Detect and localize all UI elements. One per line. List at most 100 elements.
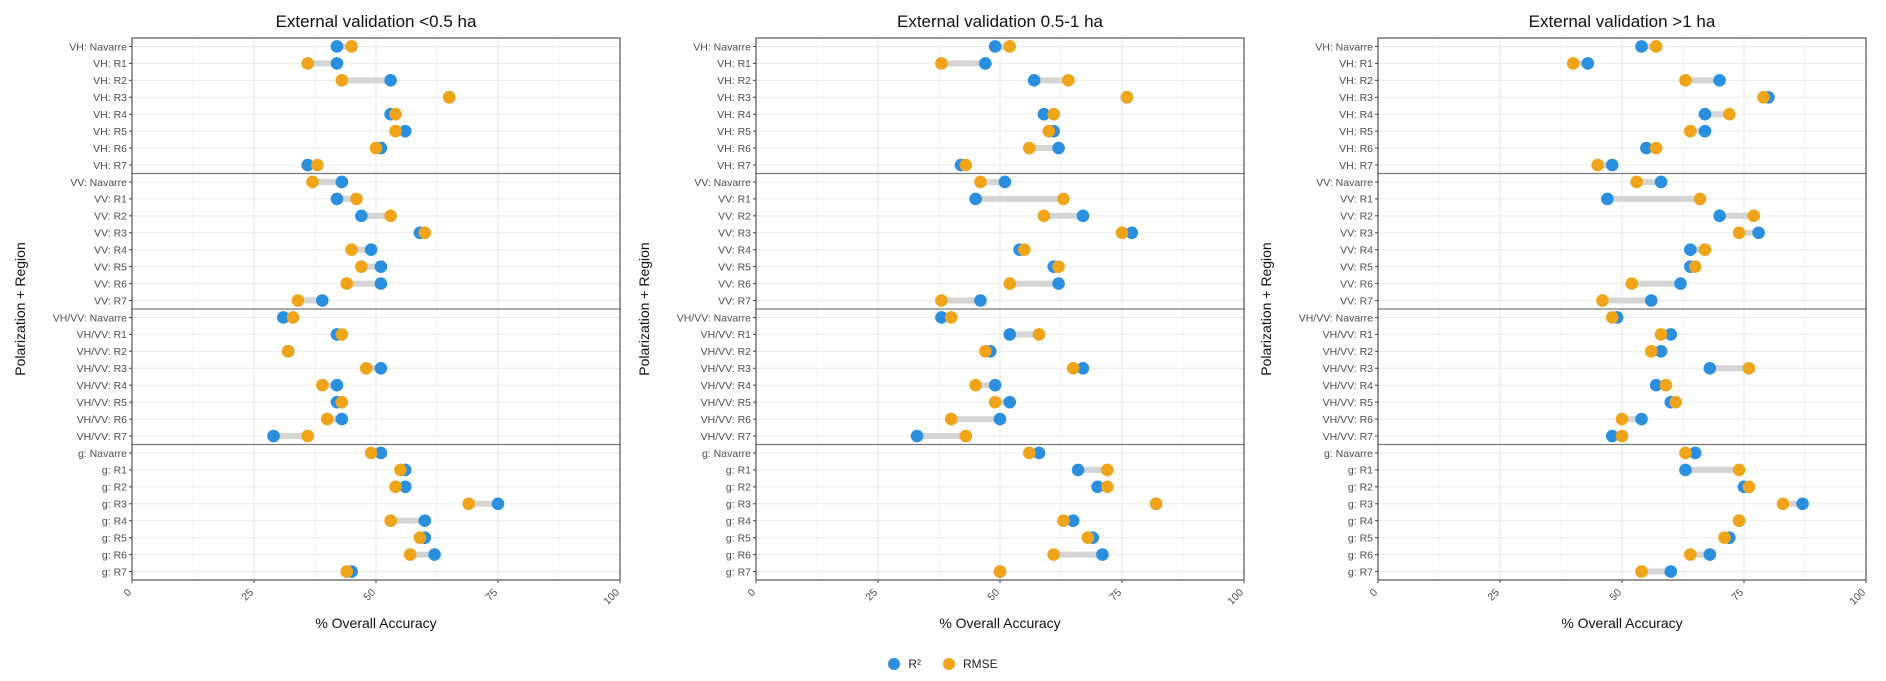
point-r2 — [1698, 107, 1712, 121]
point-rmse — [340, 565, 354, 578]
point-rmse — [1698, 243, 1712, 257]
y-tick-label: VV: R3 — [1340, 228, 1373, 240]
y-tick-label: VH/VV: Navarre — [1299, 312, 1373, 324]
point-r2 — [1713, 74, 1726, 87]
point-r2 — [1076, 209, 1090, 223]
point-rmse — [1684, 548, 1697, 561]
y-tick-label: VH/VV: R2 — [77, 346, 128, 358]
point-r2 — [1654, 345, 1668, 358]
point-rmse — [935, 57, 948, 70]
x-tick-label: 75 — [1107, 587, 1124, 604]
point-rmse — [1081, 531, 1095, 544]
point-rmse — [1022, 446, 1036, 460]
y-tick-label: g: R6 — [1348, 549, 1373, 561]
point-r2 — [330, 57, 344, 70]
point-r2 — [1664, 328, 1678, 341]
point-rmse — [1047, 548, 1060, 561]
point-rmse — [1566, 57, 1580, 70]
y-tick-label: g: R7 — [102, 566, 127, 578]
point-r2 — [1703, 548, 1717, 561]
point-rmse — [384, 514, 397, 528]
y-tick-label: VV: R4 — [94, 245, 127, 257]
point-rmse — [1596, 294, 1609, 307]
point-r2 — [267, 429, 280, 443]
point-rmse — [345, 40, 358, 53]
point-rmse — [935, 294, 948, 307]
y-tick-label: VH/VV: R1 — [77, 329, 128, 341]
point-r2 — [374, 260, 388, 273]
x-tick-label: 100 — [601, 587, 622, 608]
y-tick-label: VH: R5 — [1339, 126, 1373, 138]
point-r2 — [1581, 57, 1595, 70]
y-tick-label: VH: R1 — [1339, 58, 1373, 70]
point-r2 — [974, 294, 987, 307]
x-tick-label: 0 — [122, 587, 135, 600]
point-r2 — [1635, 412, 1648, 426]
chart-title: External validation <0.5 ha — [276, 12, 477, 31]
x-axis-label: % Overall Accuracy — [939, 615, 1060, 631]
y-tick-label: g: R7 — [726, 566, 751, 578]
point-rmse — [1630, 175, 1643, 189]
point-rmse — [442, 90, 456, 104]
point-rmse — [1018, 243, 1031, 257]
point-rmse — [1718, 531, 1731, 544]
point-rmse — [320, 412, 334, 426]
x-tick-label: 25 — [1485, 587, 1502, 604]
y-tick-label: VV: R4 — [718, 245, 751, 257]
y-tick-label: g: R1 — [726, 465, 751, 477]
y-tick-label: g: R2 — [726, 482, 751, 494]
y-tick-label: g: Navarre — [1324, 448, 1373, 460]
y-tick-label: VH: R4 — [1339, 109, 1373, 121]
point-rmse — [1644, 345, 1658, 358]
point-rmse — [1003, 277, 1017, 290]
point-rmse — [1684, 124, 1697, 138]
y-tick-label: VV: Navarre — [70, 177, 127, 189]
point-rmse — [364, 446, 378, 460]
x-tick-label: 0 — [1368, 587, 1381, 600]
point-rmse — [1635, 565, 1648, 578]
point-rmse — [1047, 107, 1060, 121]
x-tick-label: 100 — [1225, 587, 1246, 608]
point-r2 — [491, 497, 505, 511]
y-tick-label: g: R6 — [102, 549, 127, 561]
point-rmse — [1679, 446, 1692, 460]
point-r2 — [1649, 378, 1663, 392]
point-rmse — [316, 378, 329, 392]
point-rmse — [1742, 480, 1756, 494]
point-r2 — [1091, 480, 1104, 494]
x-tick-label: 75 — [1729, 587, 1746, 604]
point-rmse — [369, 141, 383, 155]
y-tick-label: VH: Navarre — [69, 41, 127, 53]
point-rmse — [350, 192, 363, 206]
y-tick-label: VV: R7 — [1340, 295, 1373, 307]
legend-label-r2: R² — [908, 657, 921, 671]
y-tick-label: VH: R1 — [717, 58, 751, 70]
point-r2 — [1071, 463, 1085, 477]
y-tick-label: VH: R7 — [1339, 160, 1373, 172]
y-tick-label: VH/VV: R3 — [1323, 363, 1374, 375]
y-tick-label: VH/VV: R2 — [701, 346, 752, 358]
y-tick-label: VH: R2 — [93, 75, 127, 87]
y-tick-label: VH: R1 — [93, 58, 127, 70]
y-tick-label: VH: Navarre — [693, 41, 751, 53]
point-rmse — [1057, 514, 1070, 528]
point-rmse — [394, 463, 407, 477]
point-r2 — [910, 429, 924, 443]
point-rmse — [306, 175, 319, 189]
point-r2 — [935, 311, 948, 324]
y-tick-label: g: Navarre — [78, 448, 127, 460]
point-rmse — [1605, 311, 1619, 324]
point-rmse — [1688, 260, 1702, 273]
y-tick-label: g: R1 — [102, 465, 127, 477]
point-r2 — [418, 514, 432, 528]
point-r2 — [1703, 361, 1717, 375]
point-rmse — [1042, 124, 1056, 138]
y-tick-label: VH/VV: R4 — [1323, 380, 1374, 392]
y-tick-label: VH/VV: R1 — [701, 329, 752, 341]
point-rmse — [335, 395, 349, 409]
y-tick-label: VH/VV: R7 — [1323, 431, 1374, 443]
y-tick-label: g: R7 — [1348, 566, 1373, 578]
point-rmse — [1032, 328, 1046, 341]
point-rmse — [1101, 480, 1114, 494]
legend-swatch-rmse — [943, 658, 955, 670]
